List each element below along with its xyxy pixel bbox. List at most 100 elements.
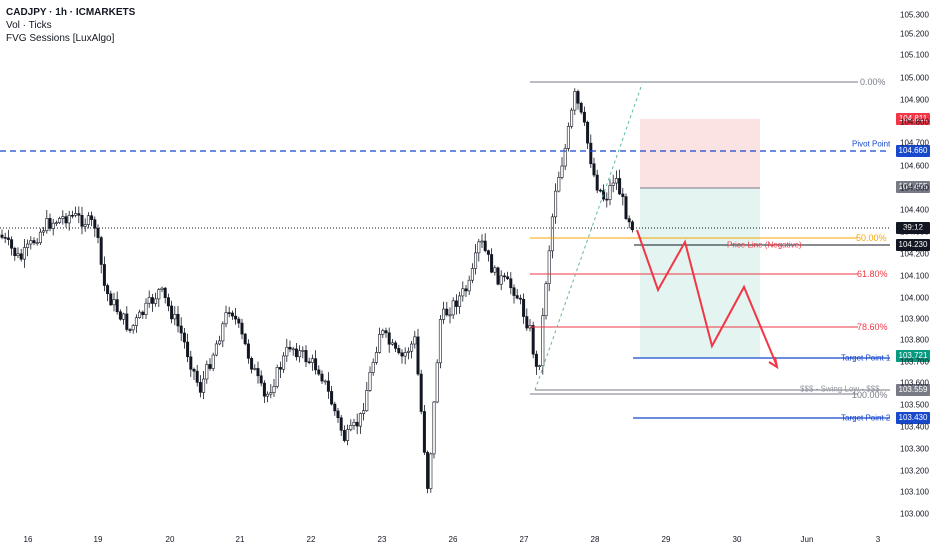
candle bbox=[80, 215, 84, 227]
candle bbox=[22, 247, 26, 260]
candle bbox=[29, 240, 33, 245]
candle bbox=[144, 302, 148, 315]
price-line-label: Price Line (Negative) bbox=[727, 240, 802, 250]
candle bbox=[16, 253, 20, 257]
candle bbox=[170, 305, 174, 320]
candle bbox=[397, 348, 401, 354]
candle bbox=[384, 330, 388, 334]
candle bbox=[32, 240, 36, 244]
candle bbox=[234, 315, 238, 320]
candle bbox=[618, 178, 622, 195]
candle bbox=[163, 287, 167, 298]
candle bbox=[416, 336, 420, 375]
candle bbox=[278, 367, 282, 370]
candle bbox=[362, 410, 366, 414]
candle bbox=[624, 196, 628, 219]
candle bbox=[118, 311, 122, 320]
candle bbox=[582, 111, 586, 123]
position-zones bbox=[640, 119, 760, 358]
time-tick-label: 28 bbox=[590, 535, 600, 544]
time-tick-label: 27 bbox=[519, 535, 529, 544]
candle bbox=[42, 230, 46, 233]
target-2-price-tag: 103.430 bbox=[896, 412, 930, 424]
candle bbox=[493, 267, 497, 273]
projection-arrowhead bbox=[768, 356, 779, 370]
candle bbox=[64, 216, 68, 224]
candle bbox=[486, 250, 490, 255]
time-tick-label: 20 bbox=[165, 535, 175, 544]
candle bbox=[294, 348, 298, 358]
price-tick-label: 104.800 bbox=[900, 117, 929, 127]
candle bbox=[83, 224, 87, 227]
candle bbox=[13, 247, 17, 257]
target-zone[interactable] bbox=[640, 188, 760, 358]
candle bbox=[544, 283, 548, 316]
candle bbox=[86, 215, 90, 225]
candle bbox=[173, 313, 177, 320]
candle bbox=[394, 342, 398, 349]
projection-path[interactable] bbox=[636, 229, 778, 367]
candle bbox=[272, 386, 276, 393]
candle bbox=[186, 341, 190, 358]
candle bbox=[26, 243, 30, 248]
price-tick-label: 104.700 bbox=[900, 138, 929, 148]
fvg-indicator-label[interactable]: FVG Sessions [LuxAlgo] bbox=[6, 33, 115, 44]
candle bbox=[160, 287, 164, 290]
candle bbox=[259, 375, 263, 384]
candle bbox=[51, 222, 55, 229]
stop-loss-zone[interactable] bbox=[640, 119, 760, 188]
candle bbox=[77, 213, 81, 216]
price-tick-label: 103.100 bbox=[900, 487, 929, 497]
time-tick-label: 3 bbox=[875, 535, 881, 544]
candle bbox=[93, 219, 97, 229]
candle bbox=[570, 109, 574, 127]
candle bbox=[378, 334, 382, 353]
price-tick-label: 103.800 bbox=[900, 335, 929, 345]
candle bbox=[490, 254, 494, 273]
candle bbox=[326, 380, 330, 392]
price-axis[interactable] bbox=[890, 0, 932, 550]
candle bbox=[605, 198, 609, 201]
candle bbox=[182, 332, 186, 343]
candle bbox=[227, 312, 231, 314]
candle bbox=[381, 330, 385, 335]
volume-indicator-label[interactable]: Vol · Ticks bbox=[6, 20, 52, 31]
candle bbox=[480, 240, 484, 243]
candle bbox=[352, 421, 356, 426]
candle bbox=[10, 239, 14, 249]
candle bbox=[138, 311, 142, 318]
candle bbox=[534, 353, 538, 367]
candle bbox=[35, 242, 39, 245]
candle bbox=[131, 325, 135, 331]
symbol-title[interactable]: CADJPY · 1h · ICMARKETS bbox=[6, 7, 136, 18]
candle bbox=[253, 368, 257, 370]
candle bbox=[256, 368, 260, 377]
candle bbox=[211, 354, 215, 369]
candle bbox=[566, 126, 570, 149]
candle bbox=[54, 222, 58, 224]
candle bbox=[525, 316, 529, 329]
candle bbox=[608, 185, 612, 200]
candle bbox=[355, 421, 359, 427]
candle bbox=[506, 276, 510, 280]
swing-low-price-tag: 103.559 bbox=[896, 384, 930, 396]
candle bbox=[464, 288, 468, 292]
candle bbox=[368, 372, 372, 391]
candle bbox=[310, 358, 314, 363]
candle bbox=[291, 348, 295, 351]
candle bbox=[403, 352, 407, 357]
candle bbox=[208, 364, 212, 369]
candle bbox=[410, 343, 414, 352]
candle bbox=[611, 182, 615, 186]
countdown-tag: 39:12 bbox=[896, 222, 930, 234]
candle bbox=[314, 358, 318, 371]
candle bbox=[128, 329, 132, 331]
candle bbox=[547, 250, 551, 284]
fib-trend-line[interactable] bbox=[534, 83, 643, 391]
price-tick-label: 103.000 bbox=[900, 509, 929, 519]
target-1-price-tag: 103.721 bbox=[896, 350, 930, 362]
candle bbox=[205, 364, 209, 380]
stop-price-tag: 104.811 bbox=[896, 113, 930, 125]
price-tick-label: 105.200 bbox=[900, 29, 929, 39]
